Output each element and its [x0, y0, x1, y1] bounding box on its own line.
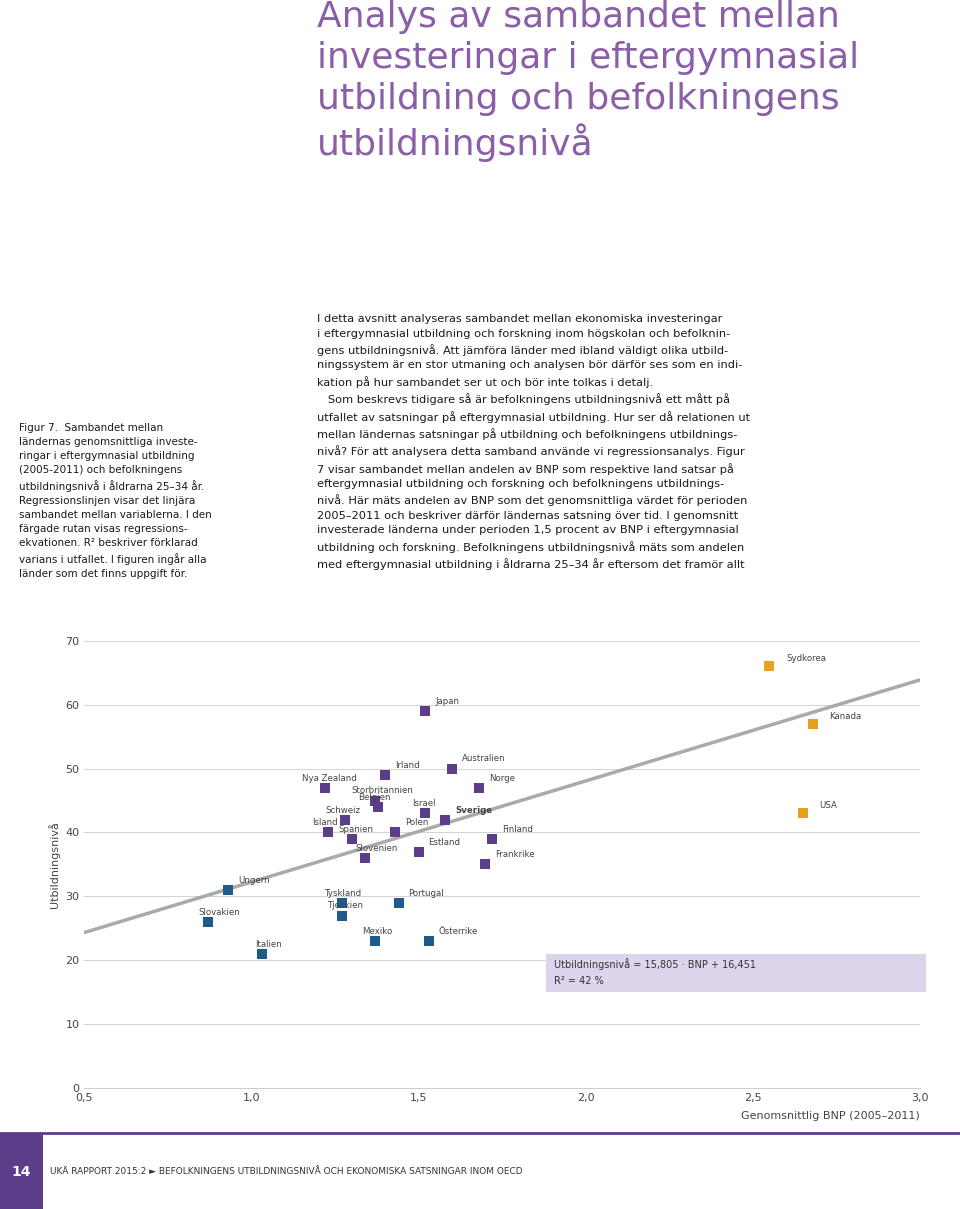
Point [334, 906, 349, 925]
Point [337, 810, 352, 829]
Point [471, 779, 487, 798]
Point [377, 765, 393, 785]
Text: Italien: Italien [254, 939, 281, 949]
Point [253, 944, 269, 964]
Point [371, 797, 386, 816]
Text: Israel: Israel [412, 799, 436, 808]
Text: Finland: Finland [502, 825, 533, 834]
Text: Schweiz: Schweiz [325, 805, 360, 815]
FancyBboxPatch shape [545, 954, 926, 993]
Text: Australien: Australien [462, 754, 506, 763]
Point [321, 823, 336, 843]
Text: Tyskland: Tyskland [325, 889, 362, 897]
Text: Polen: Polen [405, 818, 428, 827]
Point [438, 810, 453, 829]
Point [420, 931, 436, 950]
Point [334, 893, 349, 913]
Text: USA: USA [820, 802, 837, 810]
Text: Estland: Estland [428, 838, 461, 846]
Text: Kanada: Kanada [829, 712, 862, 721]
Text: Slovenien: Slovenien [355, 844, 397, 852]
Bar [0, 1122, 960, 1133]
Text: Slovakien: Slovakien [198, 908, 240, 916]
Text: Sverige: Sverige [455, 805, 492, 815]
Text: Storbritannien: Storbritannien [351, 786, 414, 796]
Text: Japan: Japan [435, 696, 459, 706]
X-axis label: Genomsnittlig BNP (2005–2011): Genomsnittlig BNP (2005–2011) [741, 1111, 920, 1121]
Text: UKÄ RAPPORT 2015:2 ► BEFOLKNINGENS UTBILDNINGSNIVÅ OCH EKONOMISKA SATSNINGAR INO: UKÄ RAPPORT 2015:2 ► BEFOLKNINGENS UTBIL… [50, 1167, 522, 1176]
Text: Ungern: Ungern [238, 875, 270, 885]
Point [368, 791, 383, 810]
Point [388, 823, 403, 843]
Text: Portugal: Portugal [409, 889, 444, 897]
Point [418, 701, 433, 721]
Text: Tjeckien: Tjeckien [328, 902, 365, 910]
Point [411, 841, 426, 861]
Point [357, 849, 372, 868]
Y-axis label: Utbildningsnivå: Utbildningsnivå [48, 821, 60, 908]
Text: Belgien: Belgien [358, 793, 391, 802]
Bar [0, 1133, 43, 1209]
Text: Utbildningsnivå = 15,805 · BNP + 16,451
R² = 42 %: Utbildningsnivå = 15,805 · BNP + 16,451 … [554, 959, 756, 985]
Text: I detta avsnitt analyseras sambandet mellan ekonomiska investeringar
i eftergymn: I detta avsnitt analyseras sambandet mel… [317, 314, 750, 569]
Text: Island: Island [312, 818, 337, 827]
Point [201, 913, 216, 932]
Point [761, 656, 777, 676]
Text: Analys av sambandet mellan
investeringar i eftergymnasial
utbildning och befolkn: Analys av sambandet mellan investeringar… [317, 0, 859, 162]
Text: Figur 7.  Sambandet mellan
ländernas genomsnittliga investe-
ringar i eftergymna: Figur 7. Sambandet mellan ländernas geno… [19, 423, 212, 579]
Point [444, 759, 460, 779]
Point [368, 931, 383, 950]
Point [485, 829, 500, 849]
Point [478, 855, 493, 874]
Text: Irland: Irland [396, 760, 420, 770]
Text: Österrike: Österrike [439, 927, 478, 936]
Text: Mexiko: Mexiko [362, 927, 392, 936]
Text: Spanien: Spanien [338, 825, 373, 834]
Point [805, 715, 821, 734]
Text: 14: 14 [12, 1164, 31, 1179]
Text: Frankrike: Frankrike [495, 850, 535, 860]
Text: Nya Zealand: Nya Zealand [301, 774, 356, 782]
Point [795, 804, 810, 823]
Point [221, 880, 236, 899]
Point [418, 804, 433, 823]
Text: Sydkorea: Sydkorea [786, 654, 826, 663]
Point [318, 779, 333, 798]
Point [344, 829, 359, 849]
Point [391, 893, 406, 913]
Text: Norge: Norge [489, 774, 515, 782]
